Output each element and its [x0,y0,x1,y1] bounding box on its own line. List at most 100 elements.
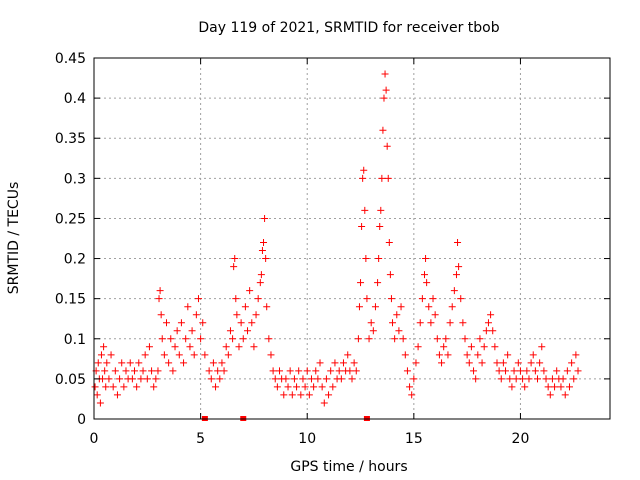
data-point [472,375,480,383]
y-tick-label: 0.4 [64,91,86,107]
data-point [470,367,478,375]
data-point [288,391,296,399]
data-point [232,295,240,303]
data-point [360,166,368,174]
data-point [231,255,239,263]
data-point [239,335,247,343]
data-point [241,303,249,311]
data-point [133,383,141,391]
data-point [412,359,420,367]
data-point [446,319,454,327]
data-point [519,375,527,383]
data-point [139,367,147,375]
data-point [534,375,542,383]
y-tick-label: 0.25 [55,211,86,227]
data-point [209,359,217,367]
data-point [352,367,360,375]
chart-title: Day 119 of 2021, SRMTID for receiver tbo… [198,20,499,36]
data-point [403,367,411,375]
data-point [160,351,168,359]
data-point [184,303,192,311]
data-point [273,383,281,391]
data-point [218,359,226,367]
data-point [290,375,298,383]
y-tick-label: 0.2 [64,252,86,268]
data-point [406,383,414,391]
data-point [546,391,554,399]
data-point [325,391,333,399]
data-point [369,327,377,335]
data-point [137,375,145,383]
data-point [565,383,573,391]
data-point [422,255,430,263]
data-point [100,343,108,351]
data-point [339,359,347,367]
data-point [256,279,264,287]
data-point [497,375,505,383]
data-point [318,383,326,391]
data-point [258,247,266,255]
data-point [158,335,166,343]
data-point [395,327,403,335]
y-tick-label: 0 [77,412,86,428]
data-point [150,383,158,391]
data-point [312,367,320,375]
data-point [310,383,318,391]
data-point [230,263,238,271]
data-point [122,367,130,375]
y-tick-label: 0.1 [64,332,86,348]
data-point [99,375,107,383]
data-point [548,375,556,383]
data-point [244,327,252,335]
data-point [495,367,503,375]
data-point [489,327,497,335]
data-point [250,343,258,351]
data-point [506,375,514,383]
data-point [96,399,104,407]
data-point [376,222,384,230]
data-point [563,367,571,375]
data-point [155,295,163,303]
data-point [94,359,102,367]
data-point [425,303,433,311]
data-point [531,367,539,375]
data-point [423,279,431,287]
data-point [482,327,490,335]
data-point [375,255,383,263]
data-point [544,383,552,391]
data-point [212,383,220,391]
data-point [173,327,181,335]
data-point [271,375,279,383]
axis-ticks: 0 0.05 0.1 0.15 0.2 0.25 0.3 0.35 0.4 0.45 0 5 10 15 2… [55,51,610,447]
data-point [516,367,524,375]
data-point [363,295,371,303]
data-point [559,375,567,383]
data-point [260,239,268,247]
data-point [374,279,382,287]
data-point [299,375,307,383]
data-point [344,351,352,359]
data-point [476,335,484,343]
data-point [379,126,387,134]
data-point [467,343,475,351]
data-point [201,351,209,359]
data-point [102,383,110,391]
data-point [557,383,565,391]
data-point [261,214,269,222]
data-point [377,206,385,214]
data-point [128,375,136,383]
data-point [444,351,452,359]
data-point [141,351,149,359]
data-point [177,319,185,327]
data-point [448,303,456,311]
data-point [389,319,397,327]
data-point [397,303,405,311]
data-point [282,375,290,383]
data-point [380,94,388,102]
data-point [493,359,501,367]
data-point [440,343,448,351]
data-point [502,367,510,375]
data-point [420,271,428,279]
data-point [357,279,365,287]
data-point [504,351,512,359]
